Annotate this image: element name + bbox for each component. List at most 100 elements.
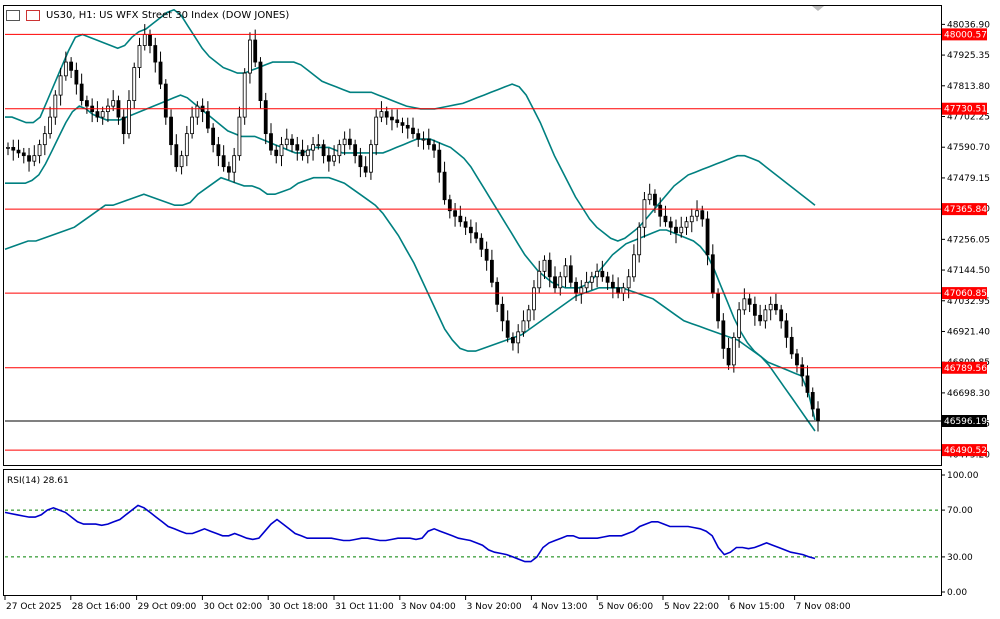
candle-body-10	[58, 75, 63, 96]
price-tick-label-2: 47813.80	[947, 82, 990, 92]
candle-body-41	[221, 155, 226, 168]
candle-body-85	[453, 210, 457, 217]
time-tick-label-12: 7 Nov 08:00	[796, 602, 851, 612]
time-tick-label-0: 27 Oct 2025	[6, 602, 62, 612]
candle-body-121	[642, 199, 647, 228]
candle-body-48	[258, 61, 263, 102]
lower-band-line	[4, 176, 816, 432]
candle-body-30	[163, 83, 168, 118]
candle-body-78	[416, 133, 421, 140]
candle-body-77	[411, 127, 415, 135]
candle-body-88	[468, 226, 473, 234]
candle-body-17	[95, 111, 100, 118]
candle-body-96	[511, 336, 515, 344]
candle-body-125	[663, 215, 668, 223]
candle-body-20	[111, 100, 116, 107]
price-tick-label-0: 48036.90	[947, 20, 990, 30]
candle-body-15	[84, 100, 89, 107]
time-tick-label-2: 29 Oct 09:00	[138, 602, 197, 612]
candle-body-142	[752, 303, 757, 316]
candle-body-123	[653, 193, 657, 206]
candle-body-58	[311, 144, 315, 151]
candle-body-130	[689, 215, 694, 223]
price-tick-label-9: 47032.95	[947, 297, 990, 307]
candle-body-89	[474, 232, 479, 239]
candle-body-136	[721, 320, 726, 349]
candle-body-99	[526, 309, 531, 322]
candle-body-3	[21, 152, 26, 157]
candle-body-2	[16, 149, 21, 154]
level-price-box-0	[942, 28, 987, 41]
candle-body-75	[400, 122, 405, 126]
candle-body-36	[195, 105, 200, 118]
candle-body-47	[253, 39, 258, 63]
candles	[6, 24, 820, 432]
candle-body-23	[127, 100, 131, 135]
time-tick-label-8: 4 Nov 13:00	[532, 602, 587, 612]
candle-body-63	[337, 144, 342, 157]
candle-body-55	[295, 144, 300, 151]
candle-body-120	[637, 226, 642, 256]
rsi-line	[4, 504, 816, 563]
candle-body-149	[789, 336, 794, 355]
rsi-panel-frame	[3, 469, 942, 596]
candle-body-83	[442, 171, 447, 201]
candle-body-50	[269, 133, 273, 151]
candle-body-124	[658, 204, 663, 217]
candle-body-135	[716, 292, 720, 322]
scroll-marker-icon[interactable]	[812, 6, 824, 11]
candle-body-84	[447, 199, 452, 212]
candle-body-101	[537, 270, 542, 289]
candle-body-110	[584, 281, 589, 289]
candle-body-59	[316, 144, 321, 147]
candle-body-119	[632, 254, 636, 278]
candle-body-49	[263, 100, 268, 135]
candle-body-53	[284, 138, 289, 146]
level-price-label-0: 48000.57	[944, 30, 987, 40]
candle-body-24	[132, 67, 137, 102]
chart-type-icon[interactable]	[6, 10, 20, 21]
candle-body-153	[810, 392, 815, 410]
main-panel-frame	[3, 5, 942, 466]
candle-body-61	[326, 155, 331, 162]
candle-body-51	[274, 149, 279, 157]
candle-body-38	[205, 111, 210, 129]
price-tick-label-4: 47590.70	[947, 143, 990, 153]
candle-body-139	[737, 309, 742, 338]
candle-body-154	[816, 408, 820, 422]
time-tick-label-4: 30 Oct 18:00	[269, 602, 328, 612]
candle-body-69	[369, 144, 373, 173]
candle-body-54	[290, 138, 294, 146]
price-tick-label-5: 47479.15	[947, 174, 990, 184]
candle-body-86	[458, 215, 463, 223]
candle-body-5	[32, 155, 37, 162]
candle-body-131	[695, 210, 699, 217]
candle-body-60	[321, 144, 326, 157]
candle-body-34	[184, 133, 189, 157]
candle-body-62	[332, 155, 337, 162]
symbol-title: US30, H1: US WFX Street 30 Index (DOW JO…	[46, 10, 290, 21]
time-tick-label-3: 30 Oct 02:00	[203, 602, 262, 612]
chart-mode-icon[interactable]	[26, 10, 40, 21]
candle-body-42	[227, 166, 231, 173]
candle-body-13	[74, 69, 79, 85]
time-tick-label-9: 5 Nov 06:00	[598, 602, 653, 612]
candle-body-9	[53, 94, 58, 118]
candle-body-113	[600, 270, 605, 278]
candle-body-57	[305, 149, 310, 157]
candle-body-152	[805, 375, 810, 393]
upper-band-line	[5, 8, 816, 242]
candle-body-67	[358, 155, 363, 168]
candle-body-66	[353, 144, 358, 157]
candle-body-14	[79, 83, 84, 102]
candle-body-140	[742, 298, 747, 311]
candle-body-115	[610, 281, 615, 289]
candle-body-133	[705, 218, 710, 256]
candle-body-46	[248, 39, 252, 74]
candle-body-98	[521, 320, 526, 333]
time-tick-label-10: 5 Nov 22:00	[664, 602, 719, 612]
candle-body-52	[279, 144, 284, 157]
candle-body-45	[242, 72, 247, 118]
candle-body-91	[484, 248, 489, 261]
